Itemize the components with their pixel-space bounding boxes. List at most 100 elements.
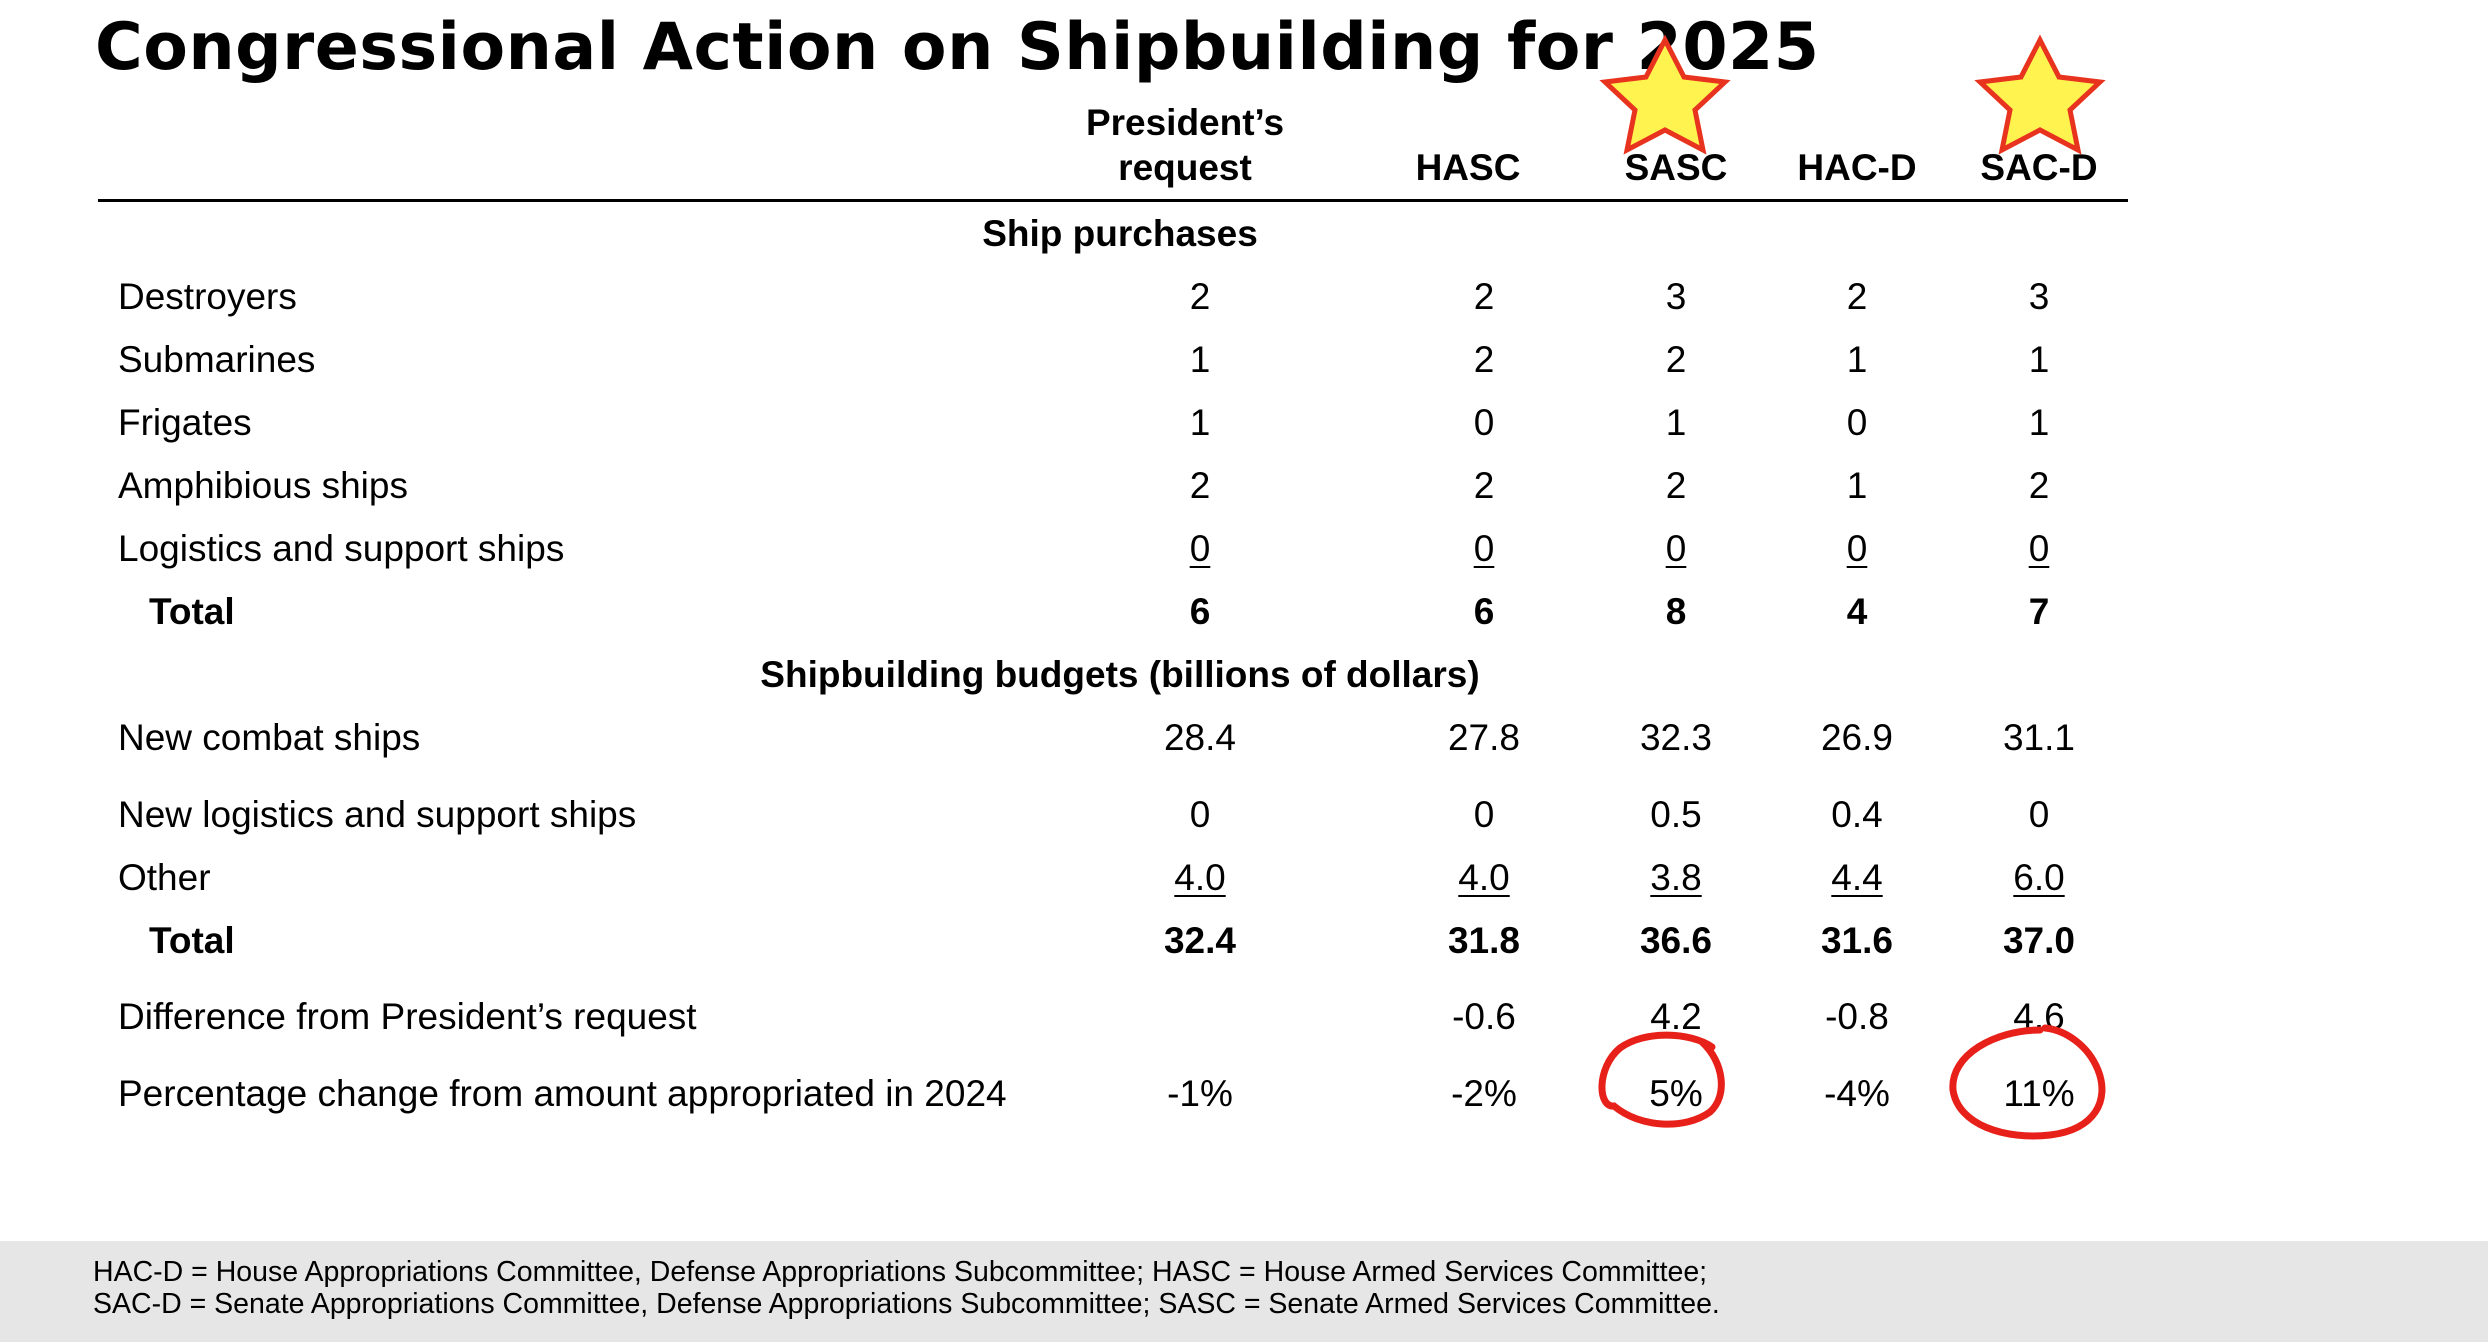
- table-cell: 4.2: [1650, 996, 1702, 1037]
- table-cell: 1: [1665, 402, 1687, 443]
- table-cell: 28.4: [1163, 717, 1236, 758]
- table-cell: 0: [1473, 794, 1495, 835]
- table-cell: 1: [1846, 339, 1868, 380]
- row-label: Amphibious ships: [118, 465, 408, 506]
- cell-value: 0: [1665, 528, 1687, 569]
- table-cell: 2: [2028, 465, 2050, 506]
- table-cell: 37.0: [2002, 920, 2075, 961]
- table-cell: 2: [1189, 465, 1211, 506]
- table-cell: 4.4: [1757, 855, 1957, 900]
- column-header-line: President’s: [1085, 102, 1285, 143]
- table-cell: 3: [2028, 276, 2050, 317]
- cell-value: 0: [1846, 528, 1868, 569]
- table-cell: 27.8: [1447, 717, 1520, 758]
- table-cell: 2: [1473, 465, 1495, 506]
- table-cell: 0: [1846, 402, 1868, 443]
- cell-value: 4.0: [1458, 857, 1510, 898]
- table-cell: 4.0: [1100, 855, 1300, 900]
- table-cell: 2: [1665, 465, 1687, 506]
- table-cell: -2%: [1451, 1073, 1517, 1114]
- table-cell: 1: [1189, 402, 1211, 443]
- table-cell: 0: [1576, 526, 1776, 571]
- table-cell: 31.1: [2002, 717, 2075, 758]
- table-cell: 2: [1473, 339, 1495, 380]
- table-cell: 6.0: [1939, 855, 2139, 900]
- table-cell: 0: [1384, 526, 1584, 571]
- header-rule: [98, 199, 2128, 202]
- section-heading-shipbuilding-budgets: Shipbuilding budgets (billions of dollar…: [760, 654, 1480, 695]
- column-header-hasc: HASC: [1415, 147, 1521, 188]
- row-label: New logistics and support ships: [118, 794, 637, 835]
- cell-value: 4.4: [1831, 857, 1883, 898]
- table-cell: 4.0: [1384, 855, 1584, 900]
- row-label: New combat ships: [118, 717, 421, 758]
- row-label: Submarines: [118, 339, 316, 380]
- page-title: Congressional Action on Shipbuilding for…: [95, 10, 1820, 85]
- table-cell: 26.9: [1820, 717, 1893, 758]
- table-cell: 0: [1757, 526, 1957, 571]
- table-row: New logistics and support ships 0 0 0.5 …: [0, 792, 2488, 837]
- row-label: Destroyers: [118, 276, 297, 317]
- table-cell: -0.8: [1825, 996, 1889, 1037]
- table-cell: 3.8: [1576, 855, 1776, 900]
- table-cell: 32.4: [1163, 920, 1236, 961]
- cell-value: 6.0: [2013, 857, 2065, 898]
- row-label: Frigates: [118, 402, 252, 443]
- table-cell: 0: [1100, 526, 1300, 571]
- table-row-total: Total 32.4 31.8 36.6 31.6 37.0: [0, 918, 2488, 963]
- table-cell: 6: [1473, 591, 1495, 632]
- row-label: Other: [118, 857, 211, 898]
- table-cell: 0: [1473, 402, 1495, 443]
- table-row: Other 4.0 4.0 3.8 4.4 6.0: [0, 855, 2488, 900]
- table-cell: 6: [1189, 591, 1211, 632]
- row-label: Difference from President’s request: [118, 996, 697, 1037]
- table-row-total: Total 6 6 8 4 7: [0, 589, 2488, 634]
- table-cell: 31.6: [1820, 920, 1893, 961]
- row-label: Total: [149, 591, 235, 632]
- cell-value: 3.8: [1650, 857, 1702, 898]
- table-cell: 4.6: [2013, 996, 2065, 1037]
- column-header-presidents-request: President’s request: [1035, 100, 1335, 190]
- footnote-panel: HAC-D = House Appropriations Committee, …: [0, 1241, 2488, 1342]
- table-row: Frigates 1 0 1 0 1: [0, 400, 2488, 445]
- cell-value: 0: [2028, 528, 2050, 569]
- table-cell: 0: [2028, 794, 2050, 835]
- table-cell: 5%: [1649, 1073, 1703, 1114]
- table-cell: 2: [1665, 339, 1687, 380]
- table-cell: 1: [2028, 339, 2050, 380]
- table-row: New combat ships 28.4 27.8 32.3 26.9 31.…: [0, 715, 2488, 760]
- table-cell: 0: [1189, 794, 1211, 835]
- row-label: Logistics and support ships: [118, 528, 565, 569]
- table-cell: 2: [1189, 276, 1211, 317]
- cell-value: 0: [1473, 528, 1495, 569]
- table-row: Difference from President’s request -0.6…: [0, 994, 2488, 1039]
- section-heading-ship-purchases: Ship purchases: [982, 213, 1258, 254]
- table-cell: 11%: [2003, 1073, 2075, 1114]
- star-icon: [1974, 34, 2106, 155]
- cell-value: 0: [1189, 528, 1211, 569]
- table-cell: -4%: [1824, 1073, 1890, 1114]
- table-row: Amphibious ships 2 2 2 1 2: [0, 463, 2488, 508]
- table-cell: 0: [1939, 526, 2139, 571]
- footnote-line: HAC-D = House Appropriations Committee, …: [93, 1256, 1708, 1288]
- table-cell: 32.3: [1639, 717, 1712, 758]
- table-cell: 1: [1189, 339, 1211, 380]
- row-label: Total: [149, 920, 235, 961]
- cell-value: 4.0: [1174, 857, 1226, 898]
- table-cell: 36.6: [1639, 920, 1712, 961]
- column-header-hac-d: HAC-D: [1797, 147, 1917, 188]
- table-cell: 1: [1846, 465, 1868, 506]
- table-cell: 2: [1473, 276, 1495, 317]
- column-header-sac-d: SAC-D: [1980, 147, 2098, 188]
- table-cell: 1: [2028, 402, 2050, 443]
- table-cell: 4: [1846, 591, 1868, 632]
- table-cell: -1%: [1167, 1073, 1233, 1114]
- column-header-line: request: [1118, 147, 1252, 188]
- table-cell: 7: [2028, 591, 2050, 632]
- table-cell: 0.4: [1831, 794, 1883, 835]
- table-cell: 8: [1665, 591, 1687, 632]
- table-row: Logistics and support ships 0 0 0 0 0: [0, 526, 2488, 571]
- table-cell: 31.8: [1447, 920, 1520, 961]
- footnote-line: SAC-D = Senate Appropriations Committee,…: [93, 1288, 1720, 1320]
- table-row: Destroyers 2 2 3 2 3: [0, 274, 2488, 319]
